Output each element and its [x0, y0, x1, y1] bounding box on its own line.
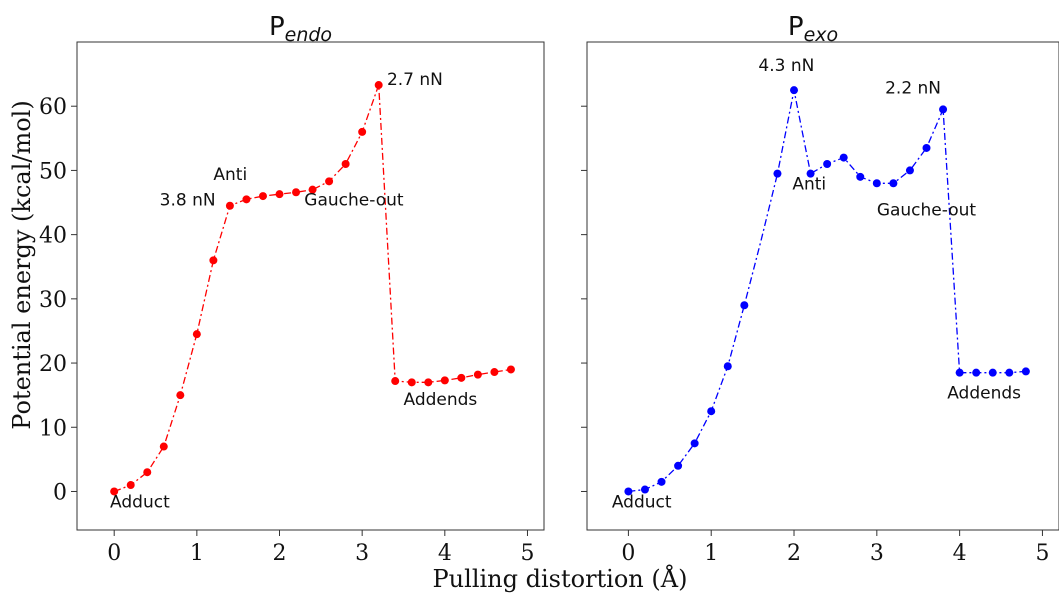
x-tick-label: 4: [438, 541, 452, 566]
y-tick-label: 60: [39, 95, 67, 120]
data-point: [374, 81, 383, 90]
data-point: [176, 391, 185, 400]
annotation-label: Addends: [947, 383, 1021, 403]
plot-frame: [586, 41, 1059, 531]
data-point: [972, 368, 981, 377]
data-point: [110, 487, 119, 496]
data-point: [839, 153, 848, 162]
data-point: [341, 160, 350, 168]
y-tick-label: 30: [39, 288, 67, 313]
data-point: [225, 201, 234, 210]
x-tick-label: 0: [107, 541, 121, 566]
data-point: [192, 330, 201, 339]
data-point: [209, 256, 218, 265]
x-tick-label: 5: [1035, 541, 1049, 566]
data-point: [872, 179, 881, 188]
x-axis-label: Pulling distortion (Å): [433, 564, 688, 593]
annotation-label: 4.3 nN: [758, 56, 814, 76]
annotation-label: Anti: [213, 165, 247, 185]
x-tick-label: 0: [621, 541, 635, 566]
annotation-label: Gauche-out: [877, 200, 977, 220]
data-point: [143, 468, 152, 477]
data-point: [126, 481, 135, 490]
data-point: [424, 378, 433, 387]
x-tick-label: 3: [870, 541, 884, 566]
y-tick-label: 10: [39, 416, 67, 441]
x-tick-label: 1: [704, 541, 718, 566]
chart-panel-2: 0 1 2 3 4 5 Pexo 4.3 nN 2.2 nN Anti Gauche-out Adde…: [581, 12, 1059, 566]
annotation-label: 3.8 nN: [160, 191, 216, 211]
x-tick-label: 1: [190, 541, 204, 566]
data-point: [473, 370, 482, 379]
data-point: [358, 127, 367, 136]
data-point: [159, 442, 168, 451]
annotation-label: Gauche-out: [304, 191, 404, 211]
x-tick-label: 5: [520, 541, 534, 566]
series-line: [113, 84, 511, 493]
y-tick-label: 50: [39, 159, 67, 184]
data-point: [407, 378, 416, 387]
y-axis-label: Potential energy (kcal/mol): [8, 100, 36, 429]
y-tick-label: 0: [53, 480, 67, 505]
panel-title: Pexo: [788, 12, 838, 46]
series-line: [628, 90, 1026, 493]
annotation-label: Adduct: [612, 493, 672, 513]
annotation-label: 2.2 nN: [885, 78, 941, 98]
data-point: [275, 190, 284, 199]
data-point: [690, 439, 699, 448]
data-point: [856, 172, 865, 181]
data-point: [674, 461, 683, 470]
panel-title: Pendo: [269, 12, 332, 46]
annotation-label: Addends: [403, 390, 477, 410]
data-point: [440, 376, 449, 385]
plot-frame: [76, 41, 545, 531]
data-point: [823, 160, 832, 168]
data-point: [905, 166, 914, 175]
x-tick-label: 2: [787, 541, 801, 566]
data-point: [955, 368, 964, 377]
x-tick-label: 3: [355, 541, 369, 566]
annotation-label: 2.7 nN: [387, 70, 443, 90]
y-tick-label: 20: [39, 352, 67, 377]
x-tick-label: 2: [273, 541, 287, 566]
data-point: [889, 179, 898, 188]
data-point: [922, 143, 931, 152]
data-point: [490, 368, 499, 377]
y-tick-label: 40: [39, 224, 67, 249]
data-point: [624, 487, 633, 496]
x-tick-label: 4: [953, 541, 967, 566]
data-point: [773, 169, 782, 178]
data-point: [292, 188, 301, 197]
data-point: [1021, 367, 1030, 376]
data-point: [506, 365, 515, 374]
data-point: [939, 105, 948, 114]
data-point: [308, 185, 317, 194]
annotation-label: Anti: [792, 175, 826, 195]
data-point: [1005, 368, 1014, 377]
data-point: [391, 377, 400, 386]
data-point: [457, 373, 466, 382]
data-point: [640, 485, 649, 494]
data-point: [723, 362, 732, 371]
data-point: [242, 195, 251, 204]
data-point: [740, 301, 749, 310]
data-point: [258, 192, 267, 201]
data-point: [806, 169, 815, 178]
data-point: [325, 177, 334, 186]
annotation-label: Adduct: [110, 493, 170, 513]
data-point: [707, 407, 716, 416]
data-point: [657, 477, 666, 486]
data-point: [790, 86, 799, 95]
data-point: [988, 368, 997, 377]
